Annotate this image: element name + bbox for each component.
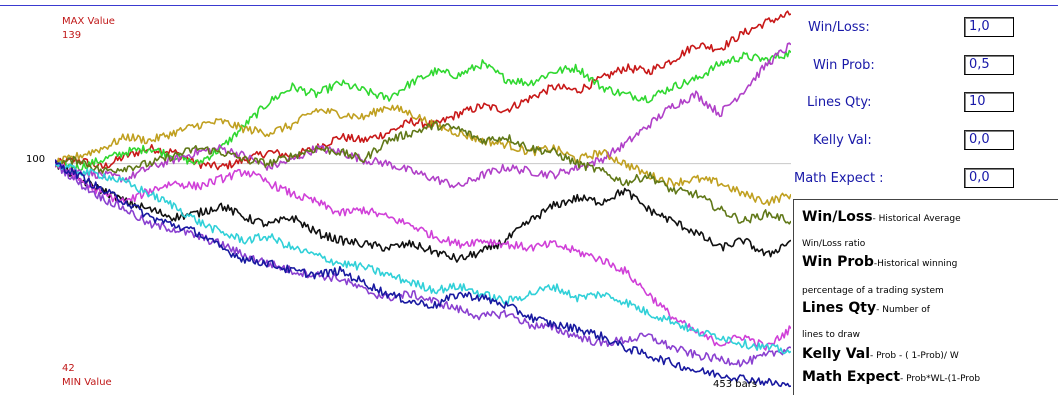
help-desc-percentage: percentage of a trading system — [802, 286, 944, 296]
help-term-win-loss: Win/Loss — [802, 209, 873, 225]
top-border-line — [0, 5, 1058, 6]
bars-count-label: 453 bars — [713, 379, 758, 390]
max-value-label: MAX Value — [62, 16, 115, 27]
help-desc-win-prob: -Historical winning — [873, 259, 958, 269]
win-loss-label: Win/Loss: — [808, 20, 870, 35]
series-line-9 — [55, 161, 791, 355]
help-line-math-expect: Math Expect- Prob*WL-(1-Prob — [802, 366, 980, 385]
help-term-lines-qty: Lines Qty — [802, 300, 877, 316]
help-term-win-prob: Win Prob — [802, 254, 874, 270]
series-line-10 — [55, 159, 791, 388]
lines-qty-input[interactable]: 10 — [964, 92, 1014, 112]
random-walk-chart — [55, 8, 791, 392]
win-prob-input[interactable]: 0,5 — [964, 55, 1014, 75]
kelly-val-input[interactable]: 0,0 — [964, 130, 1014, 150]
kelly-val-label: Kelly Val: — [813, 133, 872, 148]
lines-qty-label: Lines Qty: — [807, 95, 872, 110]
win-prob-label: Win Prob: — [813, 58, 875, 73]
help-line-percentage: percentage of a trading system — [802, 278, 944, 297]
math-expect-input[interactable]: 0,0 — [964, 168, 1014, 188]
help-desc-win-loss: - Historical Average — [872, 214, 961, 224]
help-desc-math-expect: - Prob*WL-(1-Prob — [900, 374, 981, 384]
series-group — [55, 10, 791, 388]
series-line-5 — [55, 120, 791, 225]
min-value-number: 42 — [62, 363, 75, 374]
help-line-lines-to-draw: lines to draw — [802, 322, 860, 341]
help-line-win-loss-ratio: Win/Loss ratio — [802, 231, 865, 250]
help-line-kelly-val: Kelly Val- Prob - ( 1-Prob)/ W — [802, 343, 959, 362]
min-value-label: MIN Value — [62, 377, 112, 388]
help-line-win-loss: Win/Loss- Historical Average — [802, 206, 961, 225]
help-panel: Win/Loss- Historical Average Win/Loss ra… — [793, 199, 1058, 395]
series-line-7 — [55, 162, 791, 351]
math-expect-label: Math Expect : — [794, 171, 884, 186]
help-desc-kelly-val: - Prob - ( 1-Prob)/ W — [870, 351, 959, 361]
help-term-kelly-val: Kelly Val — [802, 346, 871, 362]
base-value-label: 100 — [26, 154, 46, 165]
series-line-3 — [55, 42, 791, 189]
max-value-number: 139 — [62, 30, 82, 41]
help-desc-win-loss-ratio: Win/Loss ratio — [802, 239, 866, 249]
help-desc-lines-qty: - Number of — [876, 305, 930, 315]
series-line-1 — [55, 10, 791, 171]
win-loss-input[interactable]: 1,0 — [964, 17, 1014, 37]
help-desc-lines-to-draw: lines to draw — [802, 330, 860, 340]
help-line-win-prob: Win Prob-Historical winning — [802, 251, 957, 270]
help-line-lines-qty: Lines Qty- Number of — [802, 297, 930, 316]
help-term-math-expect: Math Expect — [802, 369, 901, 385]
series-line-8 — [55, 161, 791, 368]
series-line-6 — [55, 161, 791, 263]
chart-svg — [55, 10, 791, 388]
series-line-4 — [55, 104, 791, 206]
